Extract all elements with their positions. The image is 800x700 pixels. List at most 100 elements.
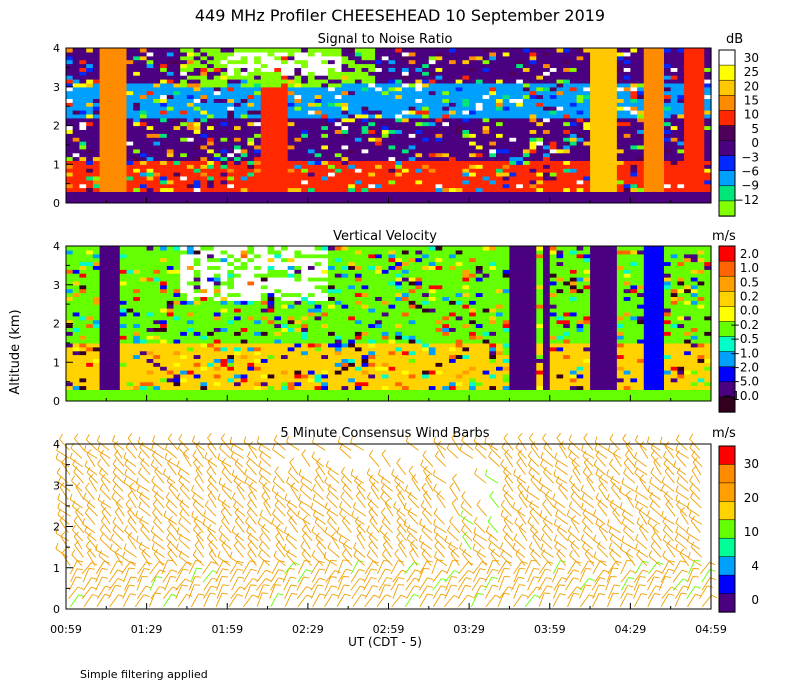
heatmap-cell — [72, 110, 80, 115]
heatmap-cell — [516, 113, 524, 119]
heatmap-cell — [281, 323, 289, 328]
heatmap-cell — [294, 75, 302, 80]
heatmap-cell — [126, 137, 134, 142]
heatmap-cell — [106, 296, 114, 301]
heatmap-cell — [166, 354, 175, 359]
heatmap-cell — [126, 63, 134, 68]
heatmap-cell — [428, 98, 437, 103]
heatmap-cell — [133, 79, 141, 84]
heatmap-cell — [294, 269, 302, 274]
heatmap-cell — [549, 129, 558, 134]
heatmap-cell — [166, 148, 175, 154]
heatmap-cell — [408, 144, 416, 150]
heatmap-cell — [334, 98, 343, 103]
heatmap-cell — [213, 327, 222, 332]
heatmap-cell — [684, 79, 692, 84]
heatmap-cell — [274, 261, 282, 266]
heatmap-cell — [401, 175, 410, 181]
heatmap-cell — [113, 335, 121, 340]
heatmap-cell — [408, 187, 416, 192]
heatmap-cell — [415, 129, 423, 134]
heatmap-cell — [146, 362, 154, 367]
heatmap-cell — [301, 121, 309, 127]
heatmap-cell — [240, 284, 248, 290]
heatmap-cell — [690, 90, 699, 96]
heatmap-cell — [287, 292, 295, 297]
heatmap-cell — [106, 63, 114, 68]
heatmap-cell — [139, 304, 148, 309]
heatmap-cell — [610, 82, 618, 88]
heatmap-cell — [334, 55, 343, 61]
heatmap-cell — [274, 300, 282, 305]
heatmap-cell — [334, 121, 343, 127]
heatmap-cell — [690, 187, 699, 192]
heatmap-cell — [180, 117, 188, 123]
heatmap-cell — [119, 63, 128, 68]
heatmap-cell — [348, 141, 356, 146]
heatmap-cell — [247, 183, 255, 189]
heatmap-cell — [160, 113, 168, 119]
heatmap-cell — [549, 59, 558, 65]
heatmap-cell — [146, 315, 154, 321]
heatmap-cell — [267, 288, 275, 294]
heatmap-cell — [408, 71, 416, 76]
heatmap-cell — [435, 148, 443, 154]
heatmap-cell — [657, 160, 665, 165]
heatmap-cell — [166, 164, 175, 169]
heatmap-cell — [234, 304, 242, 309]
heatmap-cell — [489, 183, 497, 189]
heatmap-cell — [294, 82, 302, 88]
heatmap-cell — [113, 79, 121, 84]
heatmap-cell — [401, 133, 410, 138]
heatmap-cell — [341, 51, 349, 57]
heatmap-cell — [630, 79, 638, 84]
heatmap-cell — [422, 187, 430, 192]
heatmap-cell — [86, 354, 94, 359]
heatmap-cell — [267, 261, 275, 266]
heatmap-cell — [207, 160, 215, 165]
heatmap-cell — [677, 172, 685, 177]
heatmap-cell — [79, 164, 87, 169]
heatmap-cell — [254, 304, 262, 309]
heatmap-cell — [274, 327, 282, 332]
heatmap-cell — [301, 148, 309, 154]
heatmap-cell — [99, 67, 107, 72]
heatmap-cell — [86, 144, 94, 150]
heatmap-cell — [160, 292, 168, 297]
heatmap-cell — [697, 113, 705, 119]
heatmap-cell — [536, 71, 544, 76]
heatmap-cell — [381, 55, 390, 61]
heatmap-cell — [200, 311, 208, 317]
heatmap-cell — [79, 86, 87, 92]
heatmap-cell — [637, 129, 645, 134]
heatmap-cell — [697, 82, 705, 88]
heatmap-cell — [569, 133, 578, 138]
heatmap-cell — [213, 385, 222, 390]
heatmap-cell — [704, 129, 712, 134]
heatmap-cell — [213, 79, 222, 84]
heatmap-cell — [670, 152, 678, 158]
heatmap-cell — [637, 160, 645, 165]
heatmap-cell — [66, 265, 74, 270]
heatmap-cell — [449, 187, 457, 192]
heatmap-cell — [186, 48, 195, 53]
heatmap-cell — [596, 106, 605, 111]
heatmap-cell — [536, 63, 544, 68]
heatmap-cell — [294, 246, 302, 251]
heatmap-cell — [341, 183, 349, 189]
heatmap-cell — [415, 141, 423, 146]
heatmap-cell — [395, 172, 403, 177]
heatmap-cell — [314, 373, 322, 379]
heatmap-cell — [563, 156, 571, 161]
heatmap-cell — [86, 269, 94, 274]
heatmap-cell — [234, 183, 242, 189]
heatmap-cell — [428, 160, 437, 165]
heatmap-cell — [422, 94, 430, 99]
heatmap-cell — [92, 350, 101, 356]
heatmap-cell — [341, 75, 349, 80]
heatmap-cell — [670, 183, 678, 189]
heatmap-cell — [670, 98, 678, 103]
heatmap-cell — [536, 102, 544, 107]
heatmap-cell — [247, 249, 255, 255]
heatmap-cell — [684, 106, 692, 111]
